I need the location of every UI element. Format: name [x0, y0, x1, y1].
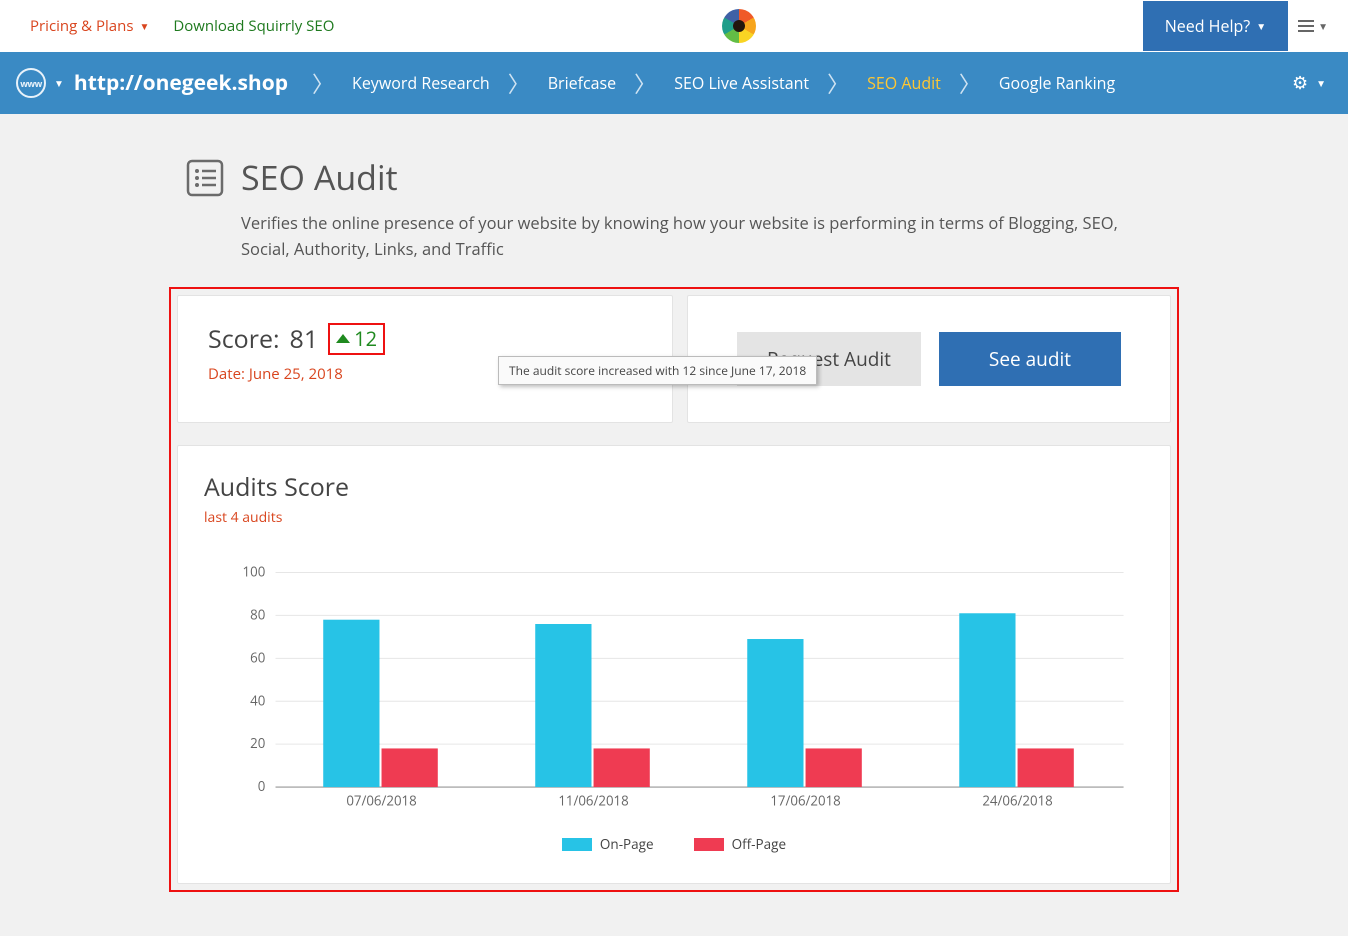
chevron-right-icon: 〉 [634, 67, 656, 99]
chevron-right-icon: 〉 [827, 67, 849, 99]
page-header: SEO Audit Verifies the online presence o… [185, 154, 1179, 261]
svg-text:20: 20 [250, 734, 265, 752]
svg-text:17/06/2018: 17/06/2018 [770, 792, 840, 810]
pricing-plans-link[interactable]: Pricing & Plans ▼ [30, 16, 149, 36]
chevron-right-icon: 〉 [508, 67, 530, 99]
page-title: SEO Audit [241, 154, 1121, 200]
score-date-value: June 25, 2018 [249, 364, 343, 384]
globe-icon: www [16, 68, 46, 98]
nav-item-seo-live-assistant[interactable]: SEO Live Assistant [666, 68, 817, 98]
legend-item-on-page: On-Page [562, 835, 654, 853]
chevron-right-icon: 〉 [312, 67, 334, 99]
arrow-up-icon [336, 334, 350, 343]
gear-icon: ⚙ [1292, 71, 1308, 95]
chart-legend: On-Page Off-Page [204, 835, 1144, 853]
chevron-down-icon: ▼ [54, 76, 64, 90]
chevron-down-icon: ▼ [1318, 19, 1328, 33]
svg-text:100: 100 [243, 563, 266, 581]
page-header-text: SEO Audit Verifies the online presence o… [241, 154, 1121, 261]
nav-item-briefcase[interactable]: Briefcase [540, 68, 624, 98]
annotation-highlight-box: Score: 81 12 Date: June 25, 2018 The aud… [169, 287, 1179, 892]
legend-swatch-icon [694, 838, 724, 851]
score-label-prefix: Score: [208, 322, 280, 356]
score-delta-value: 12 [354, 325, 377, 352]
svg-text:07/06/2018: 07/06/2018 [346, 792, 416, 810]
score-value: 81 [290, 322, 319, 356]
nav-item-keyword-research[interactable]: Keyword Research [344, 68, 498, 98]
chevron-down-icon: ▼ [1316, 76, 1326, 90]
topbar-right: Need Help? ▼ ▼ [1143, 1, 1328, 51]
score-date-prefix: Date: [208, 364, 245, 384]
page-description: Verifies the online presence of your web… [241, 210, 1121, 261]
chart-area: 0 20 40 60 80 100 07/06/2018 11/06/2018 17/06/20… [204, 545, 1144, 835]
svg-text:60: 60 [250, 649, 265, 667]
site-url-label: http://onegeek.shop [74, 69, 288, 97]
svg-text:80: 80 [250, 606, 265, 624]
chart-subtitle: last 4 audits [204, 508, 1144, 527]
chevron-down-icon: ▼ [139, 19, 149, 33]
svg-text:40: 40 [250, 691, 265, 709]
pricing-plans-label: Pricing & Plans [30, 16, 133, 36]
legend-label: On-Page [600, 835, 654, 853]
need-help-button[interactable]: Need Help? ▼ [1143, 1, 1288, 51]
audits-score-card: Audits Score last 4 audits 0204060801000… [177, 445, 1171, 884]
score-card: Score: 81 12 Date: June 25, 2018 The aud… [177, 295, 673, 423]
chart-title: Audits Score [204, 470, 1144, 504]
nav-item-seo-audit[interactable]: SEO Audit [859, 68, 949, 98]
menu-button[interactable]: ▼ [1298, 17, 1328, 35]
svg-text:24/06/2018: 24/06/2018 [982, 792, 1052, 810]
main-content: SEO Audit Verifies the online presence o… [169, 114, 1179, 932]
site-selector[interactable]: www ▼ http://onegeek.shop [16, 68, 288, 98]
nav-bar: www ▼ http://onegeek.shop 〉 Keyword Rese… [0, 52, 1348, 114]
score-row: Score: 81 12 Date: June 25, 2018 The aud… [177, 295, 1171, 423]
topbar-left: Pricing & Plans ▼ Download Squirrly SEO [30, 16, 334, 36]
top-bar: Pricing & Plans ▼ Download Squirrly SEO … [0, 0, 1348, 52]
score-line: Score: 81 12 [208, 322, 642, 356]
chevron-down-icon: ▼ [1256, 19, 1266, 33]
svg-text:0: 0 [258, 777, 266, 795]
need-help-label: Need Help? [1165, 15, 1250, 37]
bar-chart: 0 20 40 60 80 100 07/06/2018 11/06/2018 17/06/20… [204, 545, 1144, 835]
svg-text:11/06/2018: 11/06/2018 [558, 792, 628, 810]
download-link[interactable]: Download Squirrly SEO [173, 16, 334, 36]
audit-list-icon [185, 158, 225, 198]
squirrly-logo-icon [722, 9, 756, 43]
nav-settings[interactable]: ⚙ ▼ [1292, 71, 1326, 95]
chevron-right-icon: 〉 [959, 67, 981, 99]
legend-swatch-icon [562, 838, 592, 851]
topbar-center [334, 9, 1142, 43]
legend-item-off-page: Off-Page [694, 835, 786, 853]
nav-item-google-ranking[interactable]: Google Ranking [991, 68, 1123, 98]
hamburger-icon [1298, 17, 1314, 35]
score-delta-highlight: 12 [328, 323, 385, 355]
see-audit-button[interactable]: See audit [939, 332, 1121, 386]
score-delta-tooltip: The audit score increased with 12 since … [498, 356, 817, 385]
legend-label: Off-Page [732, 835, 786, 853]
nav-items: 〉 Keyword Research 〉 Briefcase 〉 SEO Liv… [302, 67, 1123, 99]
